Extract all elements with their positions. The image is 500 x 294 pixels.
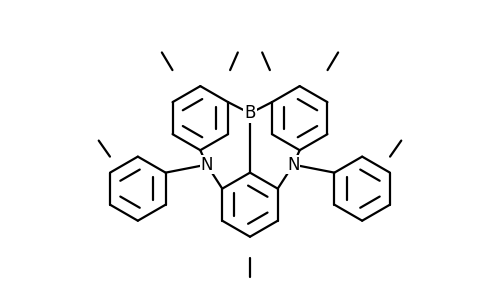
Text: B: B xyxy=(244,104,256,122)
Text: N: N xyxy=(200,156,213,174)
Text: N: N xyxy=(287,156,300,174)
